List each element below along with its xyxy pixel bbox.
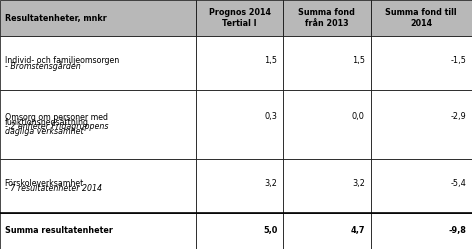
- Text: 1,5: 1,5: [352, 56, 365, 65]
- Text: - 2 enheter Fridagruppens: - 2 enheter Fridagruppens: [5, 122, 108, 131]
- Text: 4,7: 4,7: [350, 226, 365, 235]
- Text: 0,0: 0,0: [352, 112, 365, 121]
- Text: Individ- och familjeomsorgen: Individ- och familjeomsorgen: [5, 56, 119, 65]
- Bar: [0, 213, 196, 249]
- Text: -1,5: -1,5: [450, 56, 466, 65]
- Bar: [283, 90, 371, 159]
- Bar: [371, 213, 472, 249]
- Bar: [196, 0, 283, 36]
- Text: 1,5: 1,5: [264, 56, 278, 65]
- Text: Omsorg om personer med: Omsorg om personer med: [5, 113, 108, 122]
- Text: 3,2: 3,2: [352, 179, 365, 187]
- Text: 3,2: 3,2: [265, 179, 278, 187]
- Text: Summa fond till
2014: Summa fond till 2014: [386, 8, 457, 28]
- Bar: [371, 159, 472, 213]
- Text: -2,9: -2,9: [451, 112, 466, 121]
- Text: - Bromstensgården: - Bromstensgården: [5, 61, 80, 70]
- Bar: [283, 0, 371, 36]
- Bar: [283, 159, 371, 213]
- Bar: [0, 0, 196, 36]
- Bar: [196, 159, 283, 213]
- Text: -9,8: -9,8: [448, 226, 466, 235]
- Text: 5,0: 5,0: [263, 226, 278, 235]
- Text: Summa fond
från 2013: Summa fond från 2013: [298, 8, 355, 28]
- Text: Prognos 2014
Tertial I: Prognos 2014 Tertial I: [209, 8, 270, 28]
- Text: 0,3: 0,3: [265, 112, 278, 121]
- Bar: [196, 213, 283, 249]
- Bar: [196, 36, 283, 90]
- Bar: [283, 213, 371, 249]
- Text: Förskoleverksamhet: Förskoleverksamhet: [5, 179, 84, 188]
- Bar: [283, 36, 371, 90]
- Bar: [371, 0, 472, 36]
- Bar: [0, 36, 196, 90]
- Bar: [196, 90, 283, 159]
- Text: funktionsnedsättning: funktionsnedsättning: [5, 118, 89, 127]
- Bar: [371, 90, 472, 159]
- Text: - 7 resultatenheter 2014: - 7 resultatenheter 2014: [5, 184, 102, 193]
- Bar: [0, 159, 196, 213]
- Text: Summa resultatenheter: Summa resultatenheter: [5, 226, 113, 235]
- Bar: [371, 36, 472, 90]
- Bar: [0, 90, 196, 159]
- Text: Resultatenheter, mnkr: Resultatenheter, mnkr: [5, 14, 107, 23]
- Text: -5,4: -5,4: [450, 179, 466, 187]
- Text: dagliga verksamhet: dagliga verksamhet: [5, 127, 84, 136]
